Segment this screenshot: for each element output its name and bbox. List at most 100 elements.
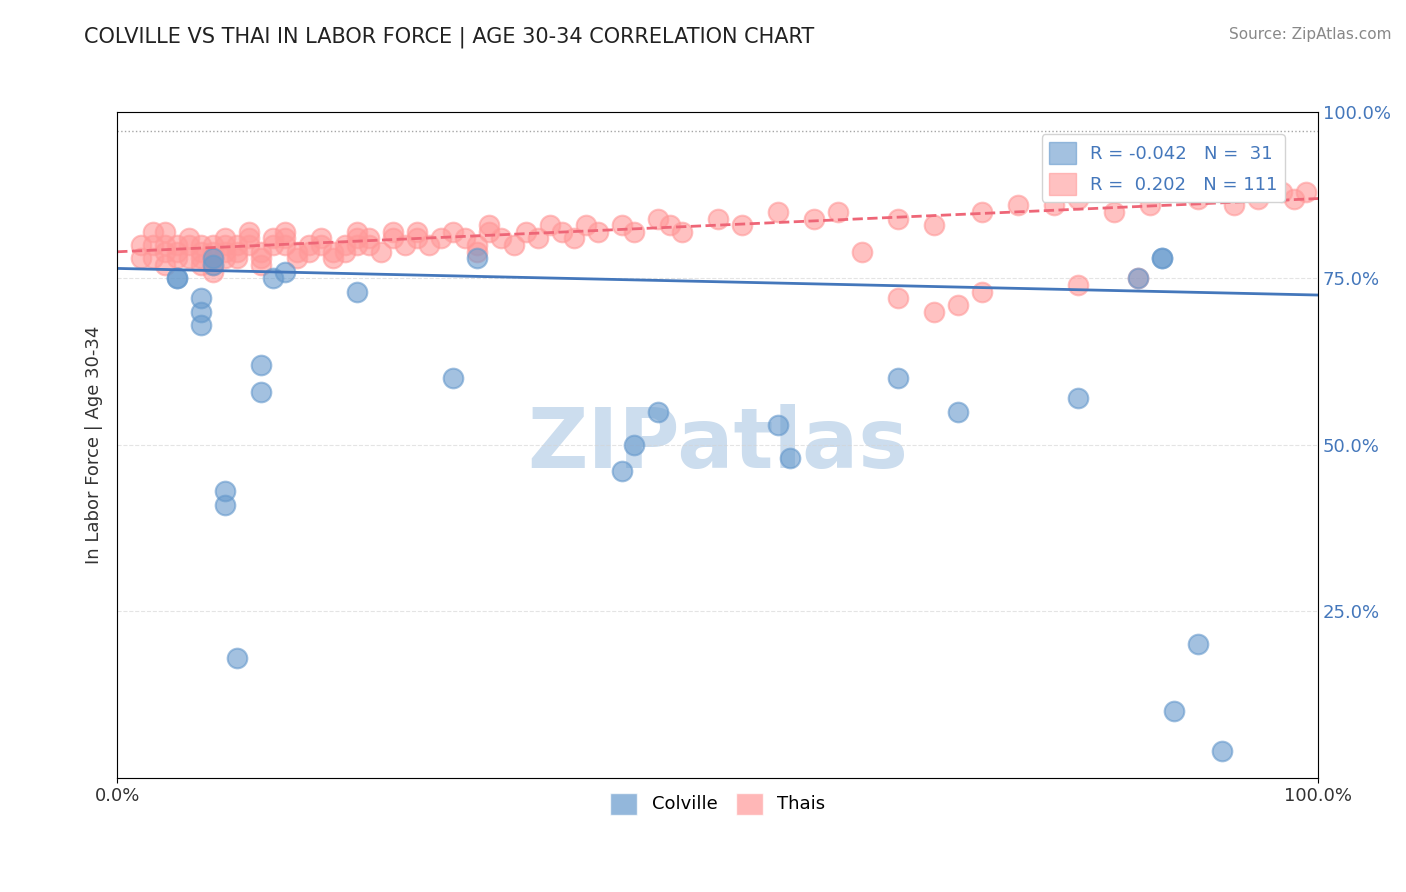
Point (946, 404, 969, 418)
Point (1043, 198, 1066, 212)
Point (238, 225, 260, 239)
Point (526, 231, 548, 245)
Text: ZIPatlas: ZIPatlas (527, 404, 908, 485)
Point (491, 231, 513, 245)
Point (1007, 198, 1029, 212)
Point (779, 451, 801, 466)
Point (298, 238, 321, 252)
Point (1067, 278, 1090, 293)
Point (202, 244, 225, 259)
Point (1150, 252, 1173, 266)
Point (214, 252, 236, 266)
Point (1150, 252, 1173, 266)
Point (443, 371, 465, 385)
Point (190, 304, 212, 318)
Point (166, 244, 188, 259)
Point (1139, 198, 1161, 212)
Point (922, 218, 945, 232)
Point (226, 252, 249, 266)
Point (166, 238, 188, 252)
Point (274, 231, 297, 245)
Point (550, 225, 572, 239)
Text: COLVILLE VS THAI IN LABOR FORCE | AGE 30-34 CORRELATION CHART: COLVILLE VS THAI IN LABOR FORCE | AGE 30… (84, 27, 814, 48)
Point (1295, 185, 1317, 199)
Point (155, 258, 177, 272)
Point (1247, 192, 1270, 206)
Point (803, 211, 825, 226)
Point (262, 231, 284, 245)
Point (226, 650, 249, 665)
Point (1102, 205, 1125, 219)
Point (658, 218, 681, 232)
Point (467, 252, 489, 266)
Point (214, 238, 236, 252)
Point (166, 271, 188, 285)
Point (731, 218, 754, 232)
Point (250, 244, 273, 259)
Point (250, 252, 273, 266)
Text: Source: ZipAtlas.com: Source: ZipAtlas.com (1229, 27, 1392, 42)
Point (214, 498, 236, 512)
Point (586, 225, 609, 239)
Point (346, 225, 368, 239)
Point (298, 244, 321, 259)
Point (454, 231, 477, 245)
Point (214, 244, 236, 259)
Point (1126, 271, 1149, 285)
Point (706, 211, 728, 226)
Point (887, 371, 910, 385)
Point (1282, 192, 1305, 206)
Point (202, 258, 225, 272)
Point (610, 218, 633, 232)
Point (922, 304, 945, 318)
Point (970, 205, 993, 219)
Point (202, 252, 225, 266)
Point (250, 258, 273, 272)
Point (623, 225, 645, 239)
Point (262, 271, 284, 285)
Point (179, 231, 201, 245)
Point (623, 438, 645, 452)
Point (262, 238, 284, 252)
Point (1067, 391, 1090, 405)
Point (478, 218, 501, 232)
Point (467, 238, 489, 252)
Point (647, 211, 669, 226)
Point (1126, 271, 1149, 285)
Point (142, 252, 165, 266)
Point (538, 218, 561, 232)
Point (382, 225, 405, 239)
Point (610, 464, 633, 478)
Point (202, 258, 225, 272)
Point (190, 252, 212, 266)
Point (250, 358, 273, 372)
Point (887, 211, 910, 226)
Point (155, 238, 177, 252)
Point (155, 244, 177, 259)
Point (430, 231, 453, 245)
Point (311, 238, 333, 252)
Point (179, 252, 201, 266)
Point (190, 318, 212, 332)
Point (226, 238, 249, 252)
Point (502, 238, 524, 252)
Point (406, 231, 429, 245)
Point (406, 225, 429, 239)
Point (346, 238, 368, 252)
Point (359, 238, 381, 252)
Point (346, 285, 368, 299)
Point (1067, 192, 1090, 206)
Point (214, 231, 236, 245)
Point (190, 244, 212, 259)
Point (155, 225, 177, 239)
Point (946, 298, 969, 312)
Point (478, 225, 501, 239)
Point (285, 244, 308, 259)
Point (179, 238, 201, 252)
Point (190, 291, 212, 305)
Y-axis label: In Labor Force | Age 30-34: In Labor Force | Age 30-34 (86, 326, 103, 564)
Point (443, 225, 465, 239)
Point (202, 238, 225, 252)
Point (1223, 198, 1246, 212)
Point (274, 265, 297, 279)
